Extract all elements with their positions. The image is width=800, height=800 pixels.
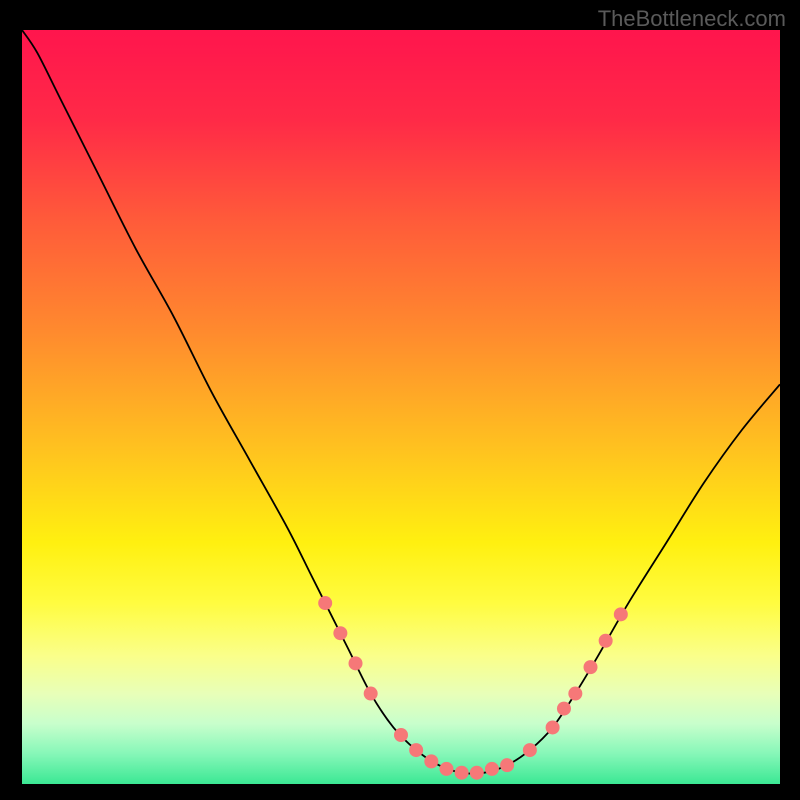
data-dot bbox=[409, 743, 423, 757]
data-dot bbox=[349, 656, 363, 670]
data-dot bbox=[455, 766, 469, 780]
data-dot bbox=[568, 687, 582, 701]
data-dot bbox=[439, 762, 453, 776]
data-dot bbox=[394, 728, 408, 742]
data-dot bbox=[333, 626, 347, 640]
data-dots-group bbox=[318, 596, 628, 780]
data-dot bbox=[584, 660, 598, 674]
data-dot bbox=[470, 766, 484, 780]
chart-svg-layer bbox=[22, 30, 780, 784]
data-dot bbox=[614, 607, 628, 621]
data-dot bbox=[523, 743, 537, 757]
chart-plot-area bbox=[22, 30, 780, 784]
data-dot bbox=[424, 754, 438, 768]
data-dot bbox=[557, 702, 571, 716]
bottleneck-curve bbox=[22, 30, 780, 774]
data-dot bbox=[500, 758, 514, 772]
data-dot bbox=[546, 720, 560, 734]
data-dot bbox=[318, 596, 332, 610]
watermark-text: TheBottleneck.com bbox=[598, 6, 786, 32]
data-dot bbox=[485, 762, 499, 776]
data-dot bbox=[364, 687, 378, 701]
data-dot bbox=[599, 634, 613, 648]
